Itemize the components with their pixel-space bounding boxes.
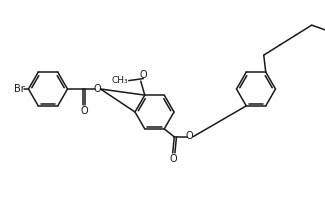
- Text: O: O: [139, 70, 147, 80]
- Text: CH₃: CH₃: [111, 76, 128, 85]
- Text: O: O: [94, 84, 101, 94]
- Text: O: O: [169, 154, 177, 164]
- Text: Br: Br: [14, 84, 24, 94]
- Text: O: O: [186, 131, 194, 141]
- Text: O: O: [80, 107, 88, 117]
